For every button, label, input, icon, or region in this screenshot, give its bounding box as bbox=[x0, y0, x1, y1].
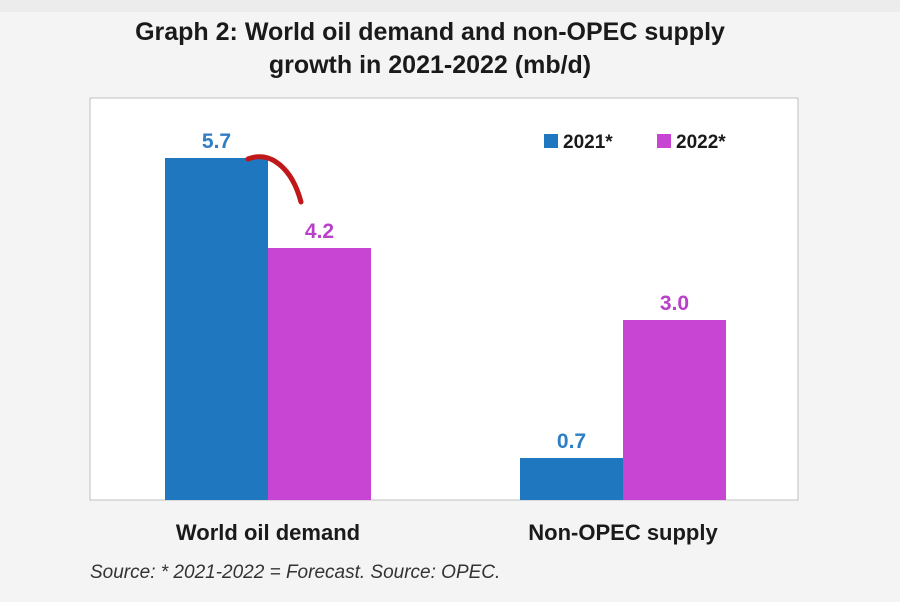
legend-label: 2022* bbox=[676, 132, 726, 153]
category-label: Non-OPEC supply bbox=[528, 520, 718, 545]
legend-label: 2021* bbox=[563, 132, 613, 153]
annotation-arc bbox=[245, 154, 304, 205]
chart-title: Graph 2: World oil demand and non-OPEC s… bbox=[40, 16, 820, 82]
bars-layer bbox=[165, 158, 726, 500]
legend: 2021* 2022* bbox=[544, 132, 726, 153]
bar-world-oil-demand-2021 bbox=[165, 158, 268, 500]
data-label: 4.2 bbox=[305, 220, 334, 243]
bar-non-opec-supply-2021 bbox=[520, 458, 623, 500]
chart-title-line-1: Graph 2: World oil demand and non-OPEC s… bbox=[135, 18, 725, 46]
bar-world-oil-demand-2022 bbox=[268, 248, 371, 500]
labels-layer: 5.7 4.2 World oil demand 0.7 3.0 Non-OPEC sup… bbox=[176, 130, 719, 545]
top-bar bbox=[0, 0, 900, 12]
legend-swatch bbox=[544, 134, 558, 148]
source-note: Source: * 2021-2022 = Forecast. Source: … bbox=[90, 562, 501, 583]
chart-title-line-2: growth in 2021-2022 (mb/d) bbox=[268, 51, 592, 79]
category-label: World oil demand bbox=[176, 520, 360, 545]
legend-swatch bbox=[657, 134, 671, 148]
data-label: 0.7 bbox=[557, 430, 586, 453]
data-label: 3.0 bbox=[660, 292, 689, 315]
bar-non-opec-supply-2022 bbox=[623, 320, 726, 500]
data-label: 5.7 bbox=[202, 130, 231, 153]
